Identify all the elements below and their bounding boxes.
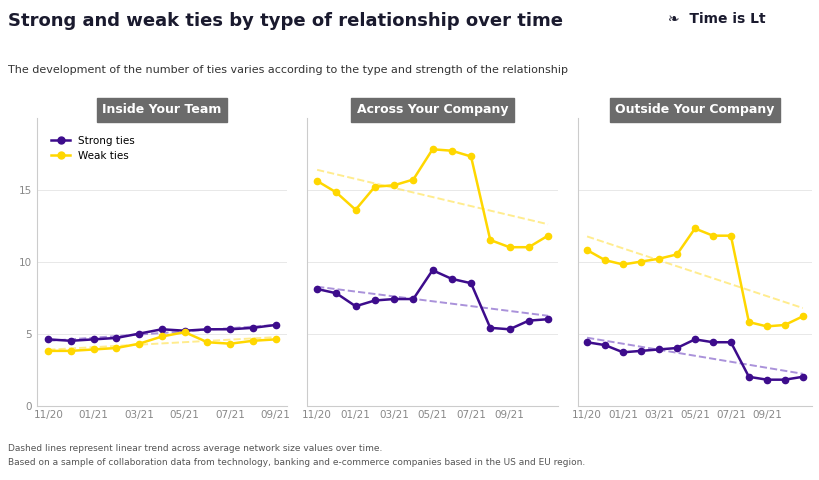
- Text: Based on a sample of collaboration data from technology, banking and e-commerce : Based on a sample of collaboration data …: [8, 458, 585, 468]
- Title: Across Your Company: Across Your Company: [356, 103, 508, 117]
- Text: Dashed lines represent linear trend across average network size values over time: Dashed lines represent linear trend acro…: [8, 444, 382, 453]
- Text: The development of the number of ties varies according to the type and strength : The development of the number of ties va…: [8, 65, 568, 75]
- Title: Outside Your Company: Outside Your Company: [614, 103, 774, 117]
- Text: Strong and weak ties by type of relationship over time: Strong and weak ties by type of relation…: [8, 12, 563, 30]
- Legend: Strong ties, Weak ties: Strong ties, Weak ties: [47, 132, 139, 165]
- Title: Inside Your Team: Inside Your Team: [102, 103, 221, 117]
- Text: ❧  Time is Lt: ❧ Time is Lt: [667, 12, 765, 26]
